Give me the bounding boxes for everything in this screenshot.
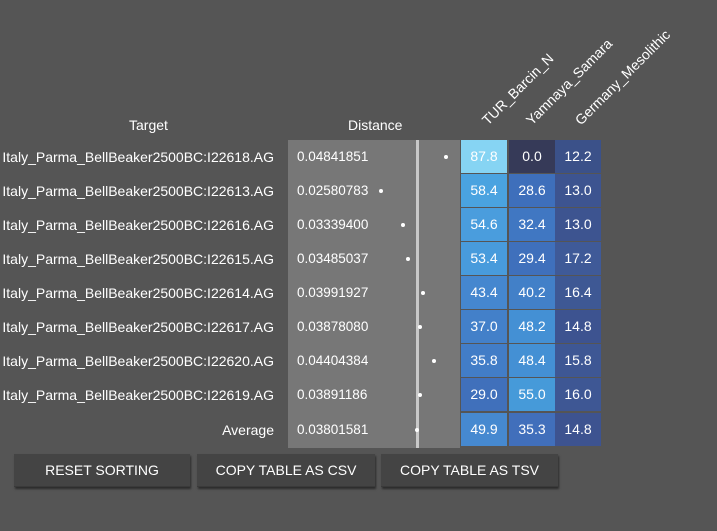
distance-dot	[418, 393, 422, 397]
distance-dot	[444, 155, 448, 159]
distance-value: 0.04841851	[297, 149, 369, 164]
distance-panel	[288, 140, 460, 448]
copy-tsv-button[interactable]: COPY TABLE AS TSV	[381, 454, 558, 487]
target-cell: Italy_Parma_BellBeaker2500BC:I22619.AG	[2, 387, 274, 403]
value-yamnaya-samara: 29.4	[509, 242, 555, 275]
value-germany-mesolithic: 13.0	[555, 208, 601, 241]
distance-dot	[415, 428, 419, 432]
value-germany-mesolithic: 15.8	[555, 344, 601, 377]
value-yamnaya-samara: 40.2	[509, 276, 555, 309]
distance-header[interactable]: Distance	[348, 117, 403, 133]
distance-dot	[379, 189, 383, 193]
value-germany-mesolithic: 16.0	[555, 378, 601, 411]
column-header-germany-mesolithic[interactable]: Germany_Mesolithic	[571, 26, 674, 129]
value-yamnaya-samara: 55.0	[509, 378, 555, 411]
distance-value: 0.03339400	[297, 217, 369, 232]
target-cell: Italy_Parma_BellBeaker2500BC:I22617.AG	[2, 319, 274, 335]
reset-sorting-button[interactable]: RESET SORTING	[14, 454, 190, 487]
distance-dot	[432, 359, 436, 363]
value-tur-barcin-n: 35.8	[461, 344, 507, 377]
distance-dot	[406, 257, 410, 261]
value-yamnaya-samara: 0.0	[509, 140, 555, 173]
value-germany-mesolithic: 14.8	[555, 413, 601, 446]
distance-value: 0.04404384	[297, 353, 369, 368]
value-tur-barcin-n: 43.4	[461, 276, 507, 309]
value-germany-mesolithic: 14.8	[555, 310, 601, 343]
target-header[interactable]: Target	[129, 117, 168, 133]
distance-value: 0.03801581	[297, 422, 369, 437]
value-tur-barcin-n: 87.8	[461, 140, 507, 173]
target-cell: Italy_Parma_BellBeaker2500BC:I22616.AG	[2, 217, 274, 233]
distance-value: 0.03485037	[297, 251, 369, 266]
distance-dot	[418, 325, 422, 329]
distance-value: 0.03891186	[297, 387, 368, 402]
value-tur-barcin-n: 49.9	[461, 413, 507, 446]
distance-dot	[421, 291, 425, 295]
value-yamnaya-samara: 28.6	[509, 174, 555, 207]
target-cell: Italy_Parma_BellBeaker2500BC:I22613.AG	[2, 183, 274, 199]
value-germany-mesolithic: 12.2	[555, 140, 601, 173]
value-yamnaya-samara: 48.4	[509, 344, 555, 377]
average-label: Average	[222, 422, 274, 438]
target-cell: Italy_Parma_BellBeaker2500BC:I22618.AG	[2, 149, 274, 165]
value-germany-mesolithic: 16.4	[555, 276, 601, 309]
value-yamnaya-samara: 48.2	[509, 310, 555, 343]
value-germany-mesolithic: 17.2	[555, 242, 601, 275]
value-tur-barcin-n: 29.0	[461, 378, 507, 411]
distance-value: 0.03991927	[297, 285, 369, 300]
value-tur-barcin-n: 53.4	[461, 242, 507, 275]
value-tur-barcin-n: 58.4	[461, 174, 507, 207]
distance-value: 0.03878080	[297, 319, 369, 334]
value-tur-barcin-n: 54.6	[461, 208, 507, 241]
value-yamnaya-samara: 32.4	[509, 208, 555, 241]
copy-csv-button[interactable]: COPY TABLE AS CSV	[197, 454, 375, 487]
column-header-yamnaya-samara[interactable]: Yamnaya_Samara	[522, 35, 616, 128]
distance-axis-line	[416, 140, 419, 448]
target-cell: Italy_Parma_BellBeaker2500BC:I22615.AG	[2, 251, 274, 267]
value-germany-mesolithic: 13.0	[555, 174, 601, 207]
value-yamnaya-samara: 35.3	[509, 413, 555, 446]
value-tur-barcin-n: 37.0	[461, 310, 507, 343]
distance-dot	[401, 223, 405, 227]
distance-value: 0.02580783	[297, 183, 369, 198]
target-cell: Italy_Parma_BellBeaker2500BC:I22614.AG	[2, 285, 274, 301]
target-cell: Italy_Parma_BellBeaker2500BC:I22620.AG	[2, 353, 274, 369]
